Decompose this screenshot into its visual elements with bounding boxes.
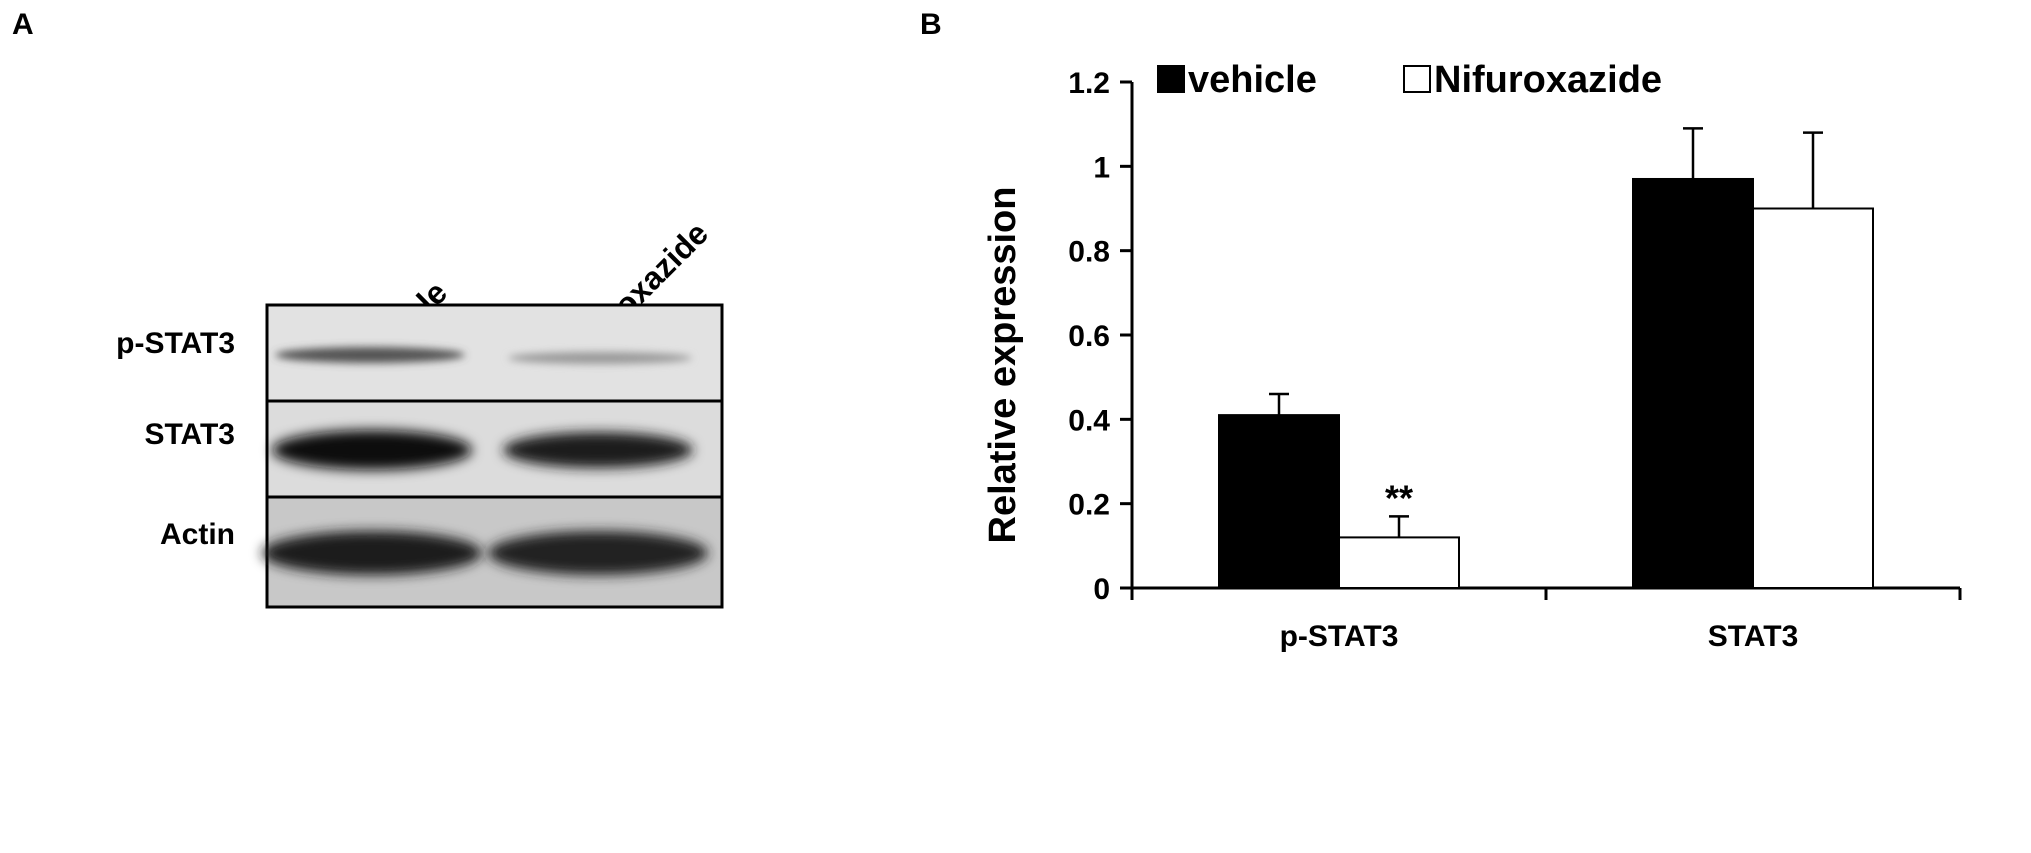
legend-label-vehicle: vehicle [1188,60,1317,101]
bar-vehicle-stat3 [1632,177,1754,589]
bar-chart: 0 0.2 0.4 0.6 0.8 1 1.2 p-STAT3 STAT3 ** vehicl… [982,60,1962,653]
panel-b-label: B [920,8,942,41]
blot-strip-p-stat3 [265,303,724,403]
blot-row-label-p-stat3: p-STAT3 [116,327,235,360]
bar-vehicle-p-stat3 [1218,414,1340,589]
blot-strip-actin [262,495,724,609]
legend-swatch-vehicle [1157,65,1185,93]
y-tick-label: 0.6 [1068,320,1110,353]
legend-swatch-nifuroxazide [1403,65,1431,93]
y-tick-label: 0 [1093,573,1110,606]
blot-strip-stat3 [265,399,724,499]
bars: ** [1218,127,1874,589]
legend: vehicle Nifuroxazide [1157,60,1662,101]
y-tick-label: 1.2 [1068,67,1110,100]
x-category-label: p-STAT3 [1280,620,1399,653]
panel-a-label: A [12,8,34,41]
y-tick-label: 1 [1093,151,1110,184]
significance-marker: ** [1385,477,1413,518]
y-tick-label: 0.2 [1068,489,1110,522]
x-axis: p-STAT3 STAT3 [1130,586,1962,653]
y-axis: 0 0.2 0.4 0.6 0.8 1 1.2 [1068,67,1134,606]
x-category-label: STAT3 [1708,620,1799,653]
y-tick-label: 0.4 [1068,404,1110,437]
y-tick-label: 0.8 [1068,236,1110,269]
blot-row-label-actin: Actin [160,518,235,551]
western-blot [262,303,724,609]
y-axis-title: Relative expression [982,187,1024,544]
blot-row-label-stat3: STAT3 [144,418,235,451]
legend-label-nifuroxazide: Nifuroxazide [1434,60,1662,101]
bar-nifuroxazide-p-stat3 [1338,536,1460,589]
bar-nifuroxazide-stat3 [1752,207,1874,589]
